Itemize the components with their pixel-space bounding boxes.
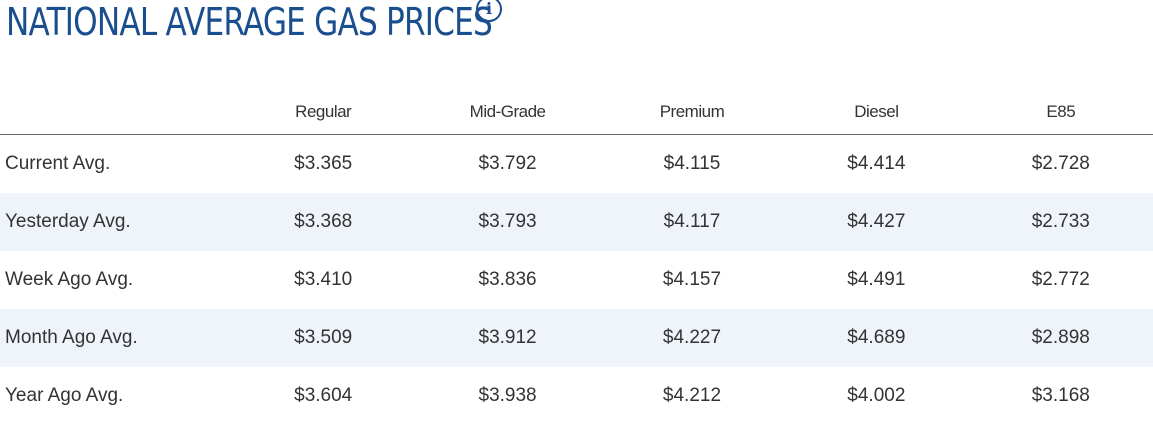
price-cell: $3.792 <box>478 153 537 174</box>
title-row: NATIONAL AVERAGE GAS PRICES <box>6 0 599 48</box>
row-label-yesterday: Yesterday Avg. <box>0 193 231 251</box>
column-header-e85: E85 <box>968 90 1153 135</box>
column-header-premium: Premium <box>599 90 785 135</box>
price-cell: $3.938 <box>478 385 537 406</box>
price-cell: $3.168 <box>1031 385 1090 406</box>
price-cell: $3.604 <box>294 385 353 406</box>
table-row: Week Ago Avg. $3.410 $3.836 $4.157 $4.49… <box>0 251 1153 309</box>
price-cell: $2.898 <box>968 309 1153 367</box>
price-cell: $3.368 <box>231 193 416 251</box>
column-header-regular: Regular <box>231 90 416 135</box>
column-header-label <box>0 90 231 135</box>
table-row: Yesterday Avg. $3.368 $3.793 $4.117 $4.4… <box>0 193 1153 251</box>
price-cell: $4.491 <box>847 269 906 290</box>
page-title: NATIONAL AVERAGE GAS PRICES <box>6 0 493 44</box>
row-label-month-ago: Month Ago Avg. <box>0 309 231 367</box>
price-cell: $2.772 <box>1031 269 1090 290</box>
row-label-year-ago: Year Ago Avg. <box>5 385 124 406</box>
table-row: Month Ago Avg. $3.509 $3.912 $4.227 $4.6… <box>0 309 1153 367</box>
price-cell: $2.728 <box>1031 153 1090 174</box>
price-cell: $3.793 <box>415 193 600 251</box>
gas-prices-table: Regular Mid-Grade Premium Diesel E85 Cur… <box>0 90 1153 425</box>
price-cell: $2.733 <box>968 193 1153 251</box>
price-cell: $3.509 <box>231 309 416 367</box>
price-cell: $3.836 <box>478 269 537 290</box>
price-cell: $3.365 <box>294 153 353 174</box>
table-row: Year Ago Avg. $3.604 $3.938 $4.212 $4.00… <box>0 367 1153 425</box>
table-header-row: Regular Mid-Grade Premium Diesel E85 <box>0 90 1153 135</box>
column-header-diesel: Diesel <box>784 90 969 135</box>
price-cell: $3.410 <box>294 269 353 290</box>
table-row: Current Avg. $3.365 $3.792 $4.115 $4.414… <box>0 135 1153 194</box>
row-label-current: Current Avg. <box>5 153 111 174</box>
price-cell: $4.414 <box>847 153 906 174</box>
price-cell: $4.212 <box>662 385 722 406</box>
price-cell: $4.227 <box>599 309 785 367</box>
price-cell: $4.115 <box>663 153 721 174</box>
price-cell: $4.689 <box>784 309 969 367</box>
price-cell: $4.427 <box>784 193 969 251</box>
info-icon[interactable]: i <box>476 0 502 22</box>
price-cell: $3.912 <box>415 309 600 367</box>
row-label-week-ago: Week Ago Avg. <box>5 269 134 290</box>
price-cell: $4.157 <box>662 269 722 290</box>
price-cell: $4.002 <box>847 385 906 406</box>
column-header-mid-grade: Mid-Grade <box>415 90 600 135</box>
price-cell: $4.117 <box>599 193 785 251</box>
